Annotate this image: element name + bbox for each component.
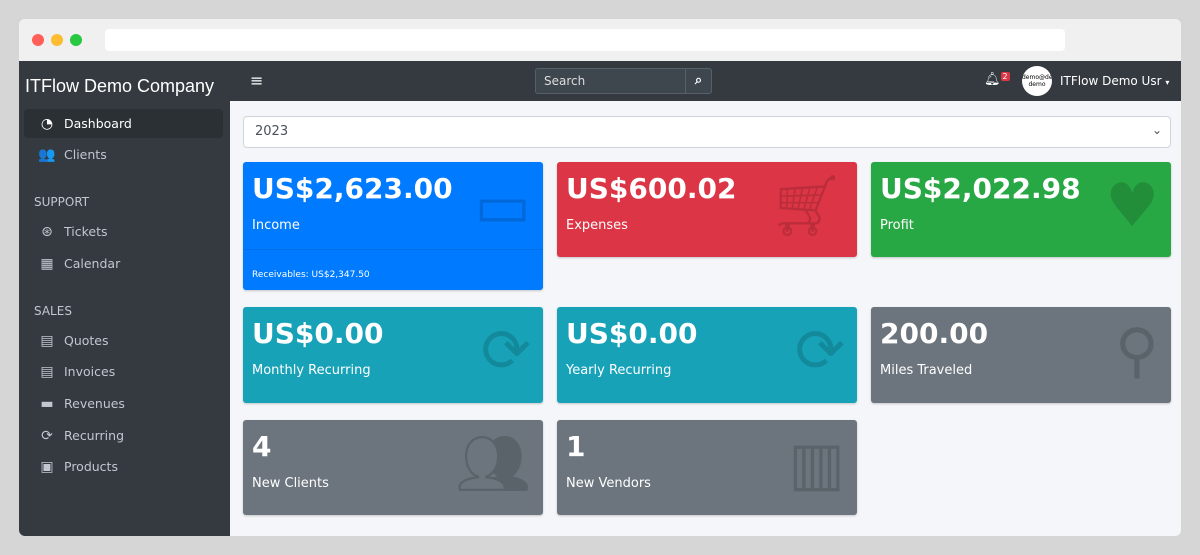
profit-value: US$2,022.98 [880,172,1081,205]
yearly-recurring-value: US$0.00 [566,317,698,350]
calendar-icon: ▦ [40,255,54,272]
sidebar-item-revenues[interactable]: ▬ Revenues [24,389,223,418]
shopping-cart-icon: 🛒︎ [768,171,845,241]
monthly-recurring-value: US$0.00 [252,317,384,350]
brand[interactable]: ITFlow Demo Company [25,76,215,96]
minimize-dot[interactable] [51,34,63,46]
expenses-value: US$600.02 [566,172,737,205]
sales-header: SALES [34,304,72,318]
miles-label: Miles Traveled [880,363,973,378]
building-icon: ▥ [788,429,845,499]
new-clients-value: 4 [252,430,272,463]
sidebar-item-quotes[interactable]: ▤ Quotes [24,326,223,355]
money-check-icon: ▭ [474,171,531,241]
income-card[interactable]: US$2,623.00 Income ▭ Receivables: US$2,347.… [243,162,543,290]
sidebar-item-invoices[interactable]: ▤ Invoices [24,357,223,386]
sync-icon: ⟳ [41,427,53,444]
tachometer-icon: ◔ [40,115,54,132]
chevron-down-icon: ⌄ [1151,123,1162,137]
notification-badge: 2 [1000,72,1010,81]
box-icon: ▣ [40,458,54,475]
monthly-recurring-card[interactable]: US$0.00 Monthly Recurring ⟳ [243,307,543,403]
receivables-footer: Receivables: US$2,347.50 [243,249,543,290]
search-icon[interactable]: ⌕ [685,69,711,93]
sidebar-item-calendar[interactable]: ▦ Calendar [24,249,223,278]
new-clients-label: New Clients [252,476,329,491]
new-vendors-card[interactable]: 1 New Vendors ▥ [557,420,857,515]
profit-label: Profit [880,218,914,233]
browser-window: ITFlow Demo Company ◔ Dashboard 👥 Clients … [19,19,1181,536]
miles-value: 200.00 [880,317,989,350]
menu-toggle-icon[interactable]: ≡ [250,71,264,90]
invoice-icon: ▤ [40,363,54,380]
expenses-label: Expenses [566,218,628,233]
income-label: Income [252,218,300,233]
sync-icon: ⟳ [480,316,531,386]
user-menu[interactable]: ITFlow Demo Usr ▾ [1060,74,1170,88]
support-header: SUPPORT [34,195,90,209]
life-ring-icon: ⊛ [41,223,53,240]
sidebar-item-recurring[interactable]: ⟳ Recurring [24,421,223,450]
maximize-dot[interactable] [70,34,82,46]
new-vendors-label: New Vendors [566,476,651,491]
credit-card-icon: ▬ [40,395,54,412]
avatar[interactable]: demo@demo demo [1022,66,1052,96]
new-clients-card[interactable]: 4 New Clients 👥︎ [243,420,543,515]
yearly-recurring-card[interactable]: US$0.00 Yearly Recurring ⟳ [557,307,857,403]
heart-icon: ♥ [1105,171,1159,241]
route-icon: ⚲ [1115,316,1159,386]
sidebar-item-dashboard[interactable]: ◔ Dashboard [24,109,223,138]
year-select[interactable]: 2023 ⌄ [243,116,1171,148]
expenses-card[interactable]: US$600.02 Expenses 🛒︎ [557,162,857,257]
sidebar-item-tickets[interactable]: ⊛ Tickets [24,217,223,246]
sync-icon: ⟳ [794,316,845,386]
miles-traveled-card[interactable]: 200.00 Miles Traveled ⚲ [871,307,1171,403]
close-dot[interactable] [32,34,44,46]
browser-chrome [19,19,1181,61]
file-icon: ▤ [40,332,54,349]
sidebar-item-products[interactable]: ▣ Products [24,452,223,481]
sidebar-item-clients[interactable]: 👥 Clients [38,146,107,163]
caret-down-icon: ▾ [1165,78,1170,87]
profit-card[interactable]: US$2,022.98 Profit ♥ [871,162,1171,257]
address-bar[interactable] [105,29,1065,51]
search-input[interactable]: Search ⌕ [535,68,712,94]
users-icon: 👥 [38,146,56,163]
income-value: US$2,623.00 [252,172,453,205]
monthly-recurring-label: Monthly Recurring [252,363,371,378]
yearly-recurring-label: Yearly Recurring [566,363,672,378]
bell-icon[interactable]: 🔔︎ 2 [984,72,1010,87]
sidebar: ITFlow Demo Company ◔ Dashboard 👥 Clients … [19,61,230,536]
new-vendors-value: 1 [566,430,586,463]
top-navbar: ≡ Search⌕ 🔔︎2 demo@demo demo ITFlow Demo… [230,61,1181,101]
users-icon: 👥︎ [454,429,531,499]
